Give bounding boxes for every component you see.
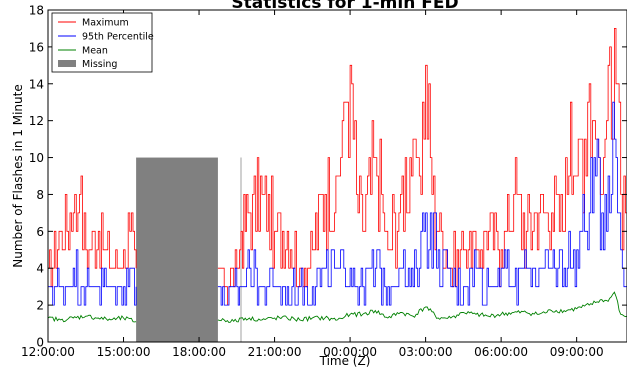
x-axis: 12:00:00 15:00:00 18:00:00 21:00:00 00:00:00… bbox=[21, 10, 604, 359]
y-tick-label: 12 bbox=[29, 114, 44, 128]
x-tick-label: 09:00:00 bbox=[550, 345, 604, 359]
y-tick-label: 6 bbox=[36, 225, 44, 239]
y-tick-label: 14 bbox=[29, 77, 44, 91]
y-axis-label: Number of Flashes in 1 Minute bbox=[11, 84, 25, 268]
plot-area bbox=[47, 28, 627, 342]
x-tick-label: 00:00:00 bbox=[323, 345, 377, 359]
x-tick-label: 15:00:00 bbox=[97, 345, 151, 359]
legend-label-maximum: Maximum bbox=[82, 18, 129, 29]
y-tick-label: 18 bbox=[29, 4, 44, 18]
x-axis-label: Time (Z) bbox=[319, 354, 371, 368]
series-line-maximum bbox=[48, 28, 627, 306]
y-tick-label: 2 bbox=[36, 299, 44, 313]
y-tick-label: 0 bbox=[36, 336, 44, 350]
x-tick-label: 18:00:00 bbox=[172, 345, 226, 359]
x-tick-label: 12:00:00 bbox=[21, 345, 75, 359]
plot-frame bbox=[47, 9, 627, 343]
y-tick-label: 4 bbox=[36, 262, 44, 276]
legend-label-missing: Missing bbox=[82, 59, 117, 70]
x-tick-label: 03:00:00 bbox=[399, 345, 453, 359]
series-line-95th-percentile bbox=[48, 101, 627, 306]
legend: Maximum 95th Percentile Mean Missing bbox=[51, 12, 154, 73]
x-tick-label: 06:00:00 bbox=[474, 345, 528, 359]
legend-label-mean: Mean bbox=[82, 46, 108, 57]
y-tick-label: 8 bbox=[36, 188, 44, 202]
y-tick-label: 10 bbox=[29, 151, 44, 165]
legend-swatch-missing bbox=[58, 60, 76, 67]
y-axis: 0 2 4 6 8 10 12 14 16 18 bbox=[29, 4, 627, 350]
x-tick-label: 21:00:00 bbox=[248, 345, 302, 359]
series-line-mean bbox=[47, 291, 627, 324]
legend-label-95th-percentile: 95th Percentile bbox=[82, 32, 154, 43]
y-tick-label: 16 bbox=[29, 40, 44, 54]
missing-data-bar bbox=[136, 157, 218, 342]
chart-title: Statistics for 1-min FED bbox=[231, 0, 458, 13]
